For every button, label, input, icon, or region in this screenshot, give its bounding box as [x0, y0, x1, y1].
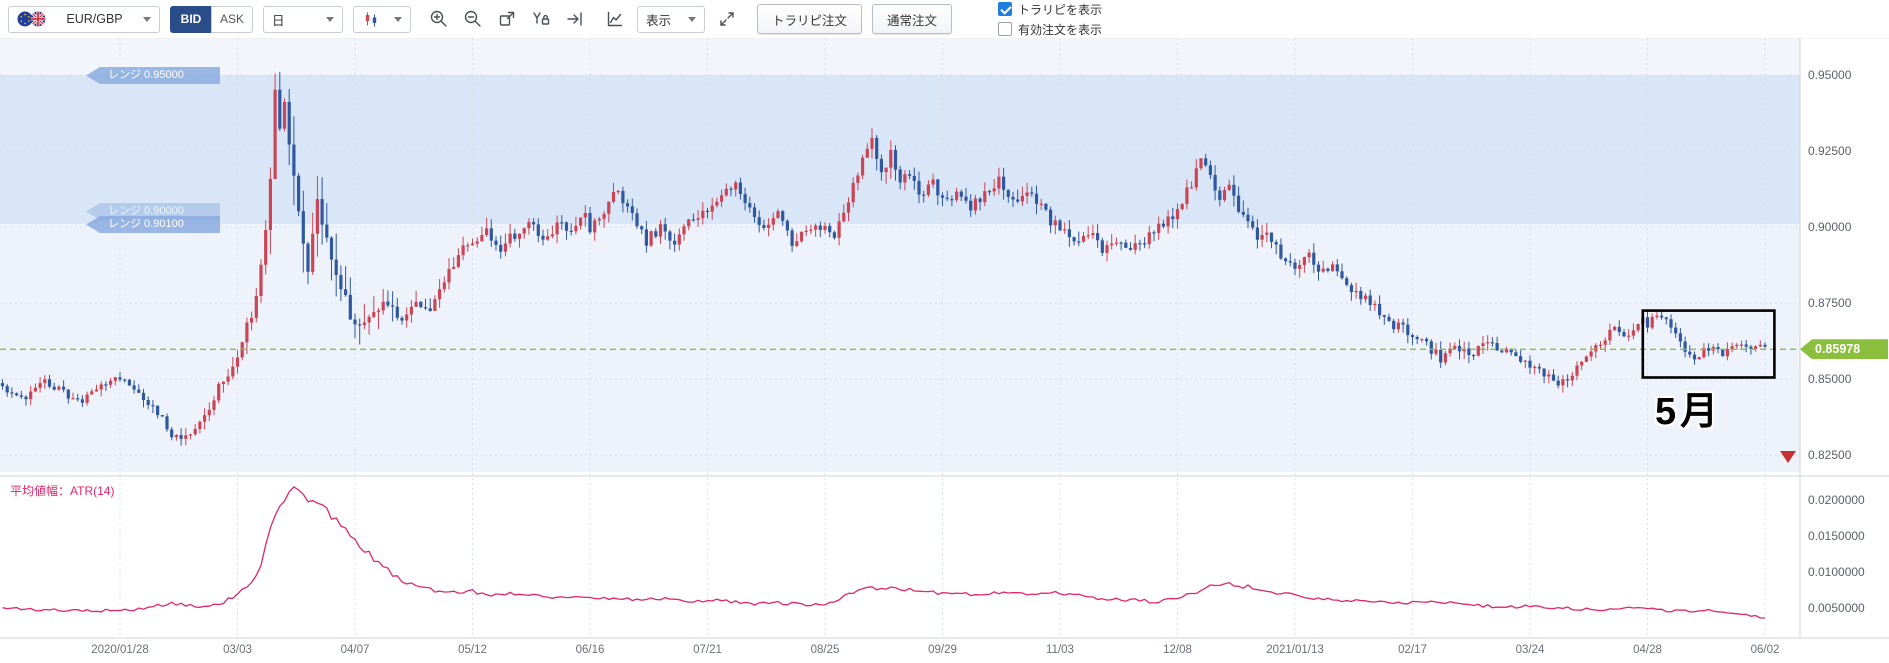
lower-plot-background: [0, 223, 1800, 472]
chevron-down-icon: [326, 16, 334, 22]
indicator-button[interactable]: [603, 7, 627, 31]
chart-toolbar: EUR/GBP BID ASK 日: [0, 0, 1889, 38]
candlestick-series: [0, 71, 1767, 446]
show-toraripi-checkbox-row[interactable]: トラリピを表示: [998, 1, 1102, 18]
display-checkbox-group: トラリピを表示 有効注文を表示: [998, 1, 1102, 38]
timeframe-selector[interactable]: 日: [263, 5, 343, 33]
indicator-chart-icon: [607, 11, 623, 27]
show-active-orders-checkbox-row[interactable]: 有効注文を表示: [998, 21, 1102, 38]
show-toraripi-label: トラリピを表示: [1018, 2, 1103, 17]
fit-chart-button[interactable]: [495, 7, 519, 31]
currency-pair-label: EUR/GBP: [66, 12, 123, 26]
bid-ask-toggle: BID ASK: [170, 5, 253, 33]
gridlines: [0, 38, 1800, 638]
may-highlight-box: [1641, 309, 1776, 379]
show-active-orders-checkbox[interactable]: [998, 22, 1013, 36]
expand-button[interactable]: [715, 7, 739, 31]
panel-separators: [0, 37, 1889, 639]
go-to-latest-button[interactable]: [563, 7, 587, 31]
display-menu[interactable]: 表示: [637, 5, 705, 33]
uk-flag-icon: [30, 11, 46, 27]
show-active-orders-label: 有効注文を表示: [1018, 22, 1103, 37]
eu-flag-icon: [17, 11, 33, 27]
chevron-down-icon: [394, 16, 402, 22]
display-menu-label: 表示: [646, 13, 672, 28]
chevron-down-icon: [142, 16, 151, 22]
toraripi-order-button[interactable]: トラリピ注文: [757, 4, 863, 34]
y-axis-lock-icon: [533, 12, 550, 25]
zoom-in-button[interactable]: [427, 7, 451, 31]
zoom-in-icon: [430, 10, 447, 27]
bid-button[interactable]: BID: [170, 5, 212, 33]
y-axis-lock-button[interactable]: [529, 7, 553, 31]
expand-icon: [720, 12, 734, 26]
zoom-out-icon: [464, 10, 481, 27]
fit-chart-icon: [499, 11, 515, 26]
ask-button[interactable]: ASK: [211, 5, 253, 33]
atr-line: [2, 486, 1766, 619]
chart-type-selector[interactable]: [353, 5, 411, 33]
timeframe-value: 日: [272, 13, 285, 28]
chevron-down-icon: [688, 16, 696, 22]
zoom-out-button[interactable]: [461, 7, 485, 31]
candlestick-icon: [365, 12, 377, 27]
normal-order-button[interactable]: 通常注文: [872, 4, 953, 34]
currency-flags: [17, 11, 46, 27]
marker-triangle-down-icon: [1780, 451, 1796, 463]
go-to-latest-icon: [567, 12, 582, 26]
show-toraripi-checkbox[interactable]: [998, 2, 1013, 16]
currency-pair-selector[interactable]: EUR/GBP: [8, 5, 160, 33]
